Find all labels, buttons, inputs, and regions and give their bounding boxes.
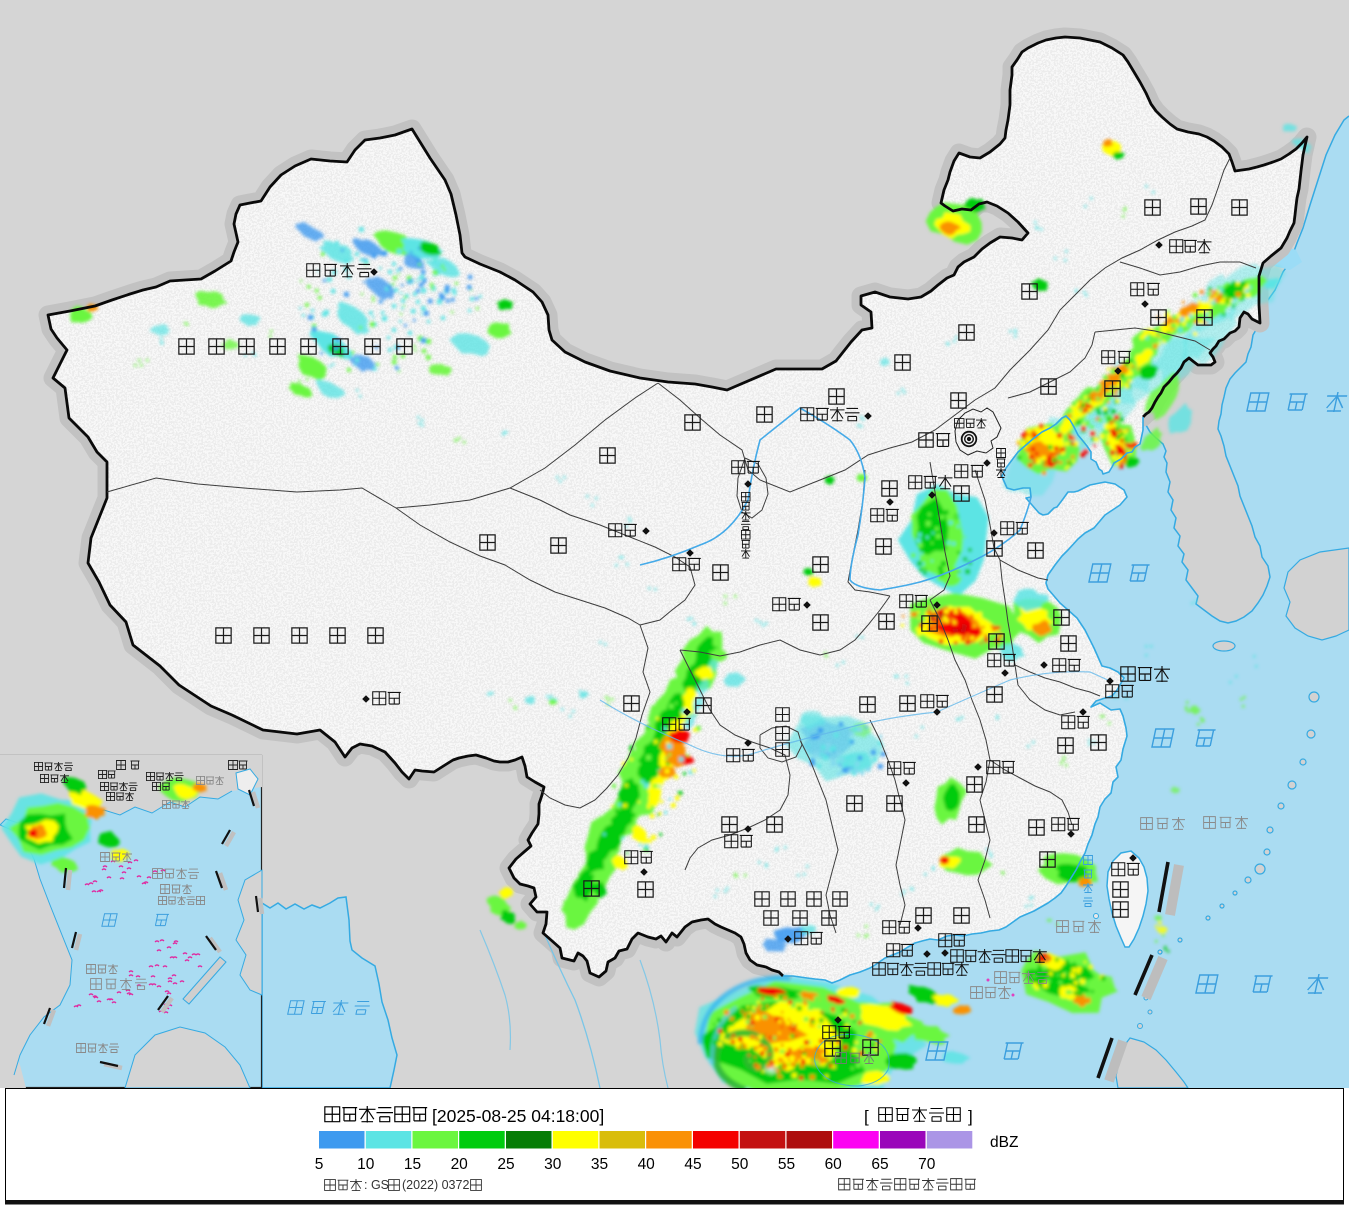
svg-text:70: 70 — [918, 1156, 936, 1173]
svg-text:65: 65 — [871, 1156, 888, 1173]
svg-text:30: 30 — [544, 1156, 562, 1173]
svg-text:]: ] — [968, 1107, 973, 1126]
svg-text:40: 40 — [638, 1156, 656, 1173]
svg-text:45: 45 — [684, 1156, 701, 1173]
svg-text:[2025-08-25 04:18:00]: [2025-08-25 04:18:00] — [432, 1106, 604, 1126]
svg-text:25: 25 — [497, 1156, 514, 1173]
svg-text:5: 5 — [315, 1156, 324, 1173]
svg-text:50: 50 — [731, 1156, 749, 1173]
svg-text:15: 15 — [404, 1156, 421, 1173]
svg-text:20: 20 — [451, 1156, 469, 1173]
svg-text:: GS: : GS — [364, 1178, 389, 1192]
svg-text:(2022) 0372: (2022) 0372 — [402, 1178, 469, 1192]
svg-text:55: 55 — [778, 1156, 795, 1173]
svg-text:10: 10 — [357, 1156, 375, 1173]
svg-text:[: [ — [864, 1107, 869, 1126]
svg-text:35: 35 — [591, 1156, 608, 1173]
svg-text:60: 60 — [825, 1156, 843, 1173]
svg-text:dBZ: dBZ — [990, 1134, 1018, 1151]
